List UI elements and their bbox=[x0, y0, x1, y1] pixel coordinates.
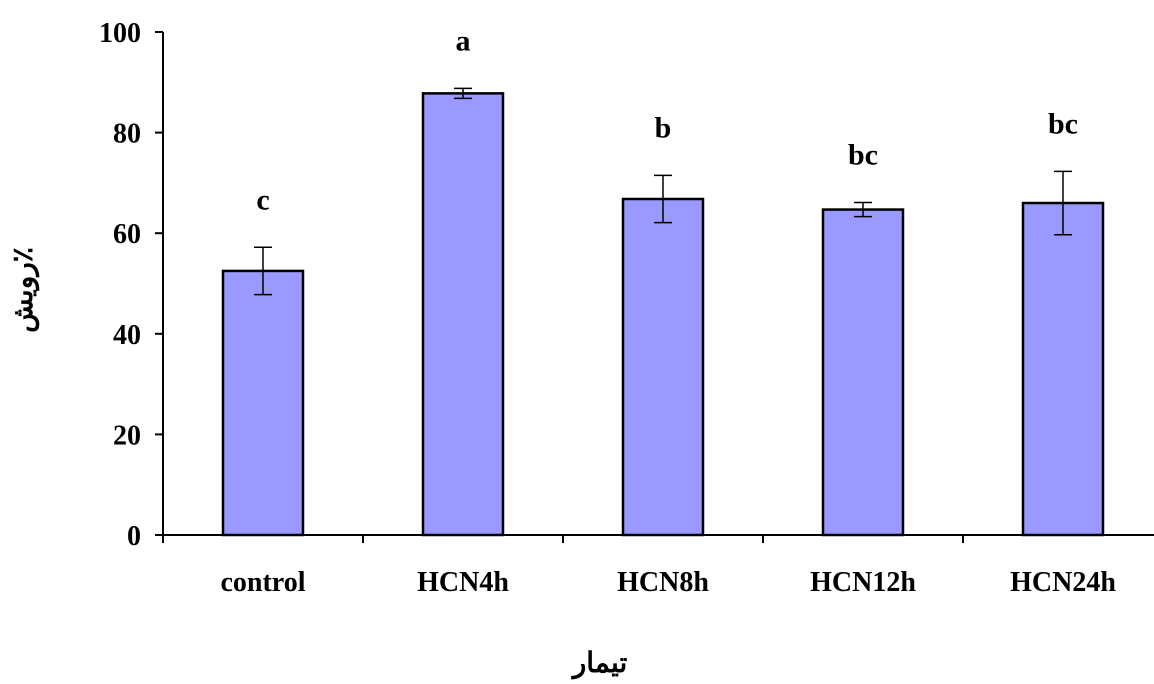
y-tick-label: 60 bbox=[113, 219, 141, 250]
significance-labels-group: c a b bc bc bbox=[256, 24, 1078, 216]
bars-group bbox=[221, 92, 1105, 537]
bar-HCN4h bbox=[421, 92, 505, 537]
bar-HCN24h bbox=[1021, 201, 1105, 537]
category-label-HCN12h: HCN12h bbox=[810, 567, 916, 598]
significance-label-HCN4h: a bbox=[456, 24, 471, 57]
y-tick-label: 40 bbox=[113, 320, 141, 351]
y-tick-label: 0 bbox=[127, 521, 141, 552]
bar-HCN12h bbox=[821, 208, 905, 537]
significance-label-control: c bbox=[256, 183, 269, 216]
bar-HCN8h bbox=[621, 197, 705, 537]
y-axis-title: ٪رویش bbox=[8, 247, 40, 333]
y-ticks-group: 0 20 40 60 80 100 bbox=[99, 18, 163, 552]
category-label-HCN24h: HCN24h bbox=[1010, 567, 1116, 598]
bar-control bbox=[221, 269, 305, 537]
significance-label-HCN8h: b bbox=[655, 111, 672, 144]
y-tick-label: 20 bbox=[113, 420, 141, 451]
category-label-HCN4h: HCN4h bbox=[417, 567, 509, 598]
significance-label-HCN24h: bc bbox=[1048, 107, 1078, 140]
significance-label-HCN12h: bc bbox=[848, 139, 878, 172]
category-label-control: control bbox=[220, 567, 305, 598]
x-ticks-group: control HCN4h HCN8h HCN12h HCN24h bbox=[162, 535, 1116, 598]
x-axis-title: تیمار bbox=[571, 648, 628, 680]
y-tick-label: 80 bbox=[113, 119, 141, 150]
y-tick-label: 100 bbox=[99, 18, 141, 49]
category-label-HCN8h: HCN8h bbox=[617, 567, 709, 598]
error-bars-group bbox=[254, 87, 1072, 296]
